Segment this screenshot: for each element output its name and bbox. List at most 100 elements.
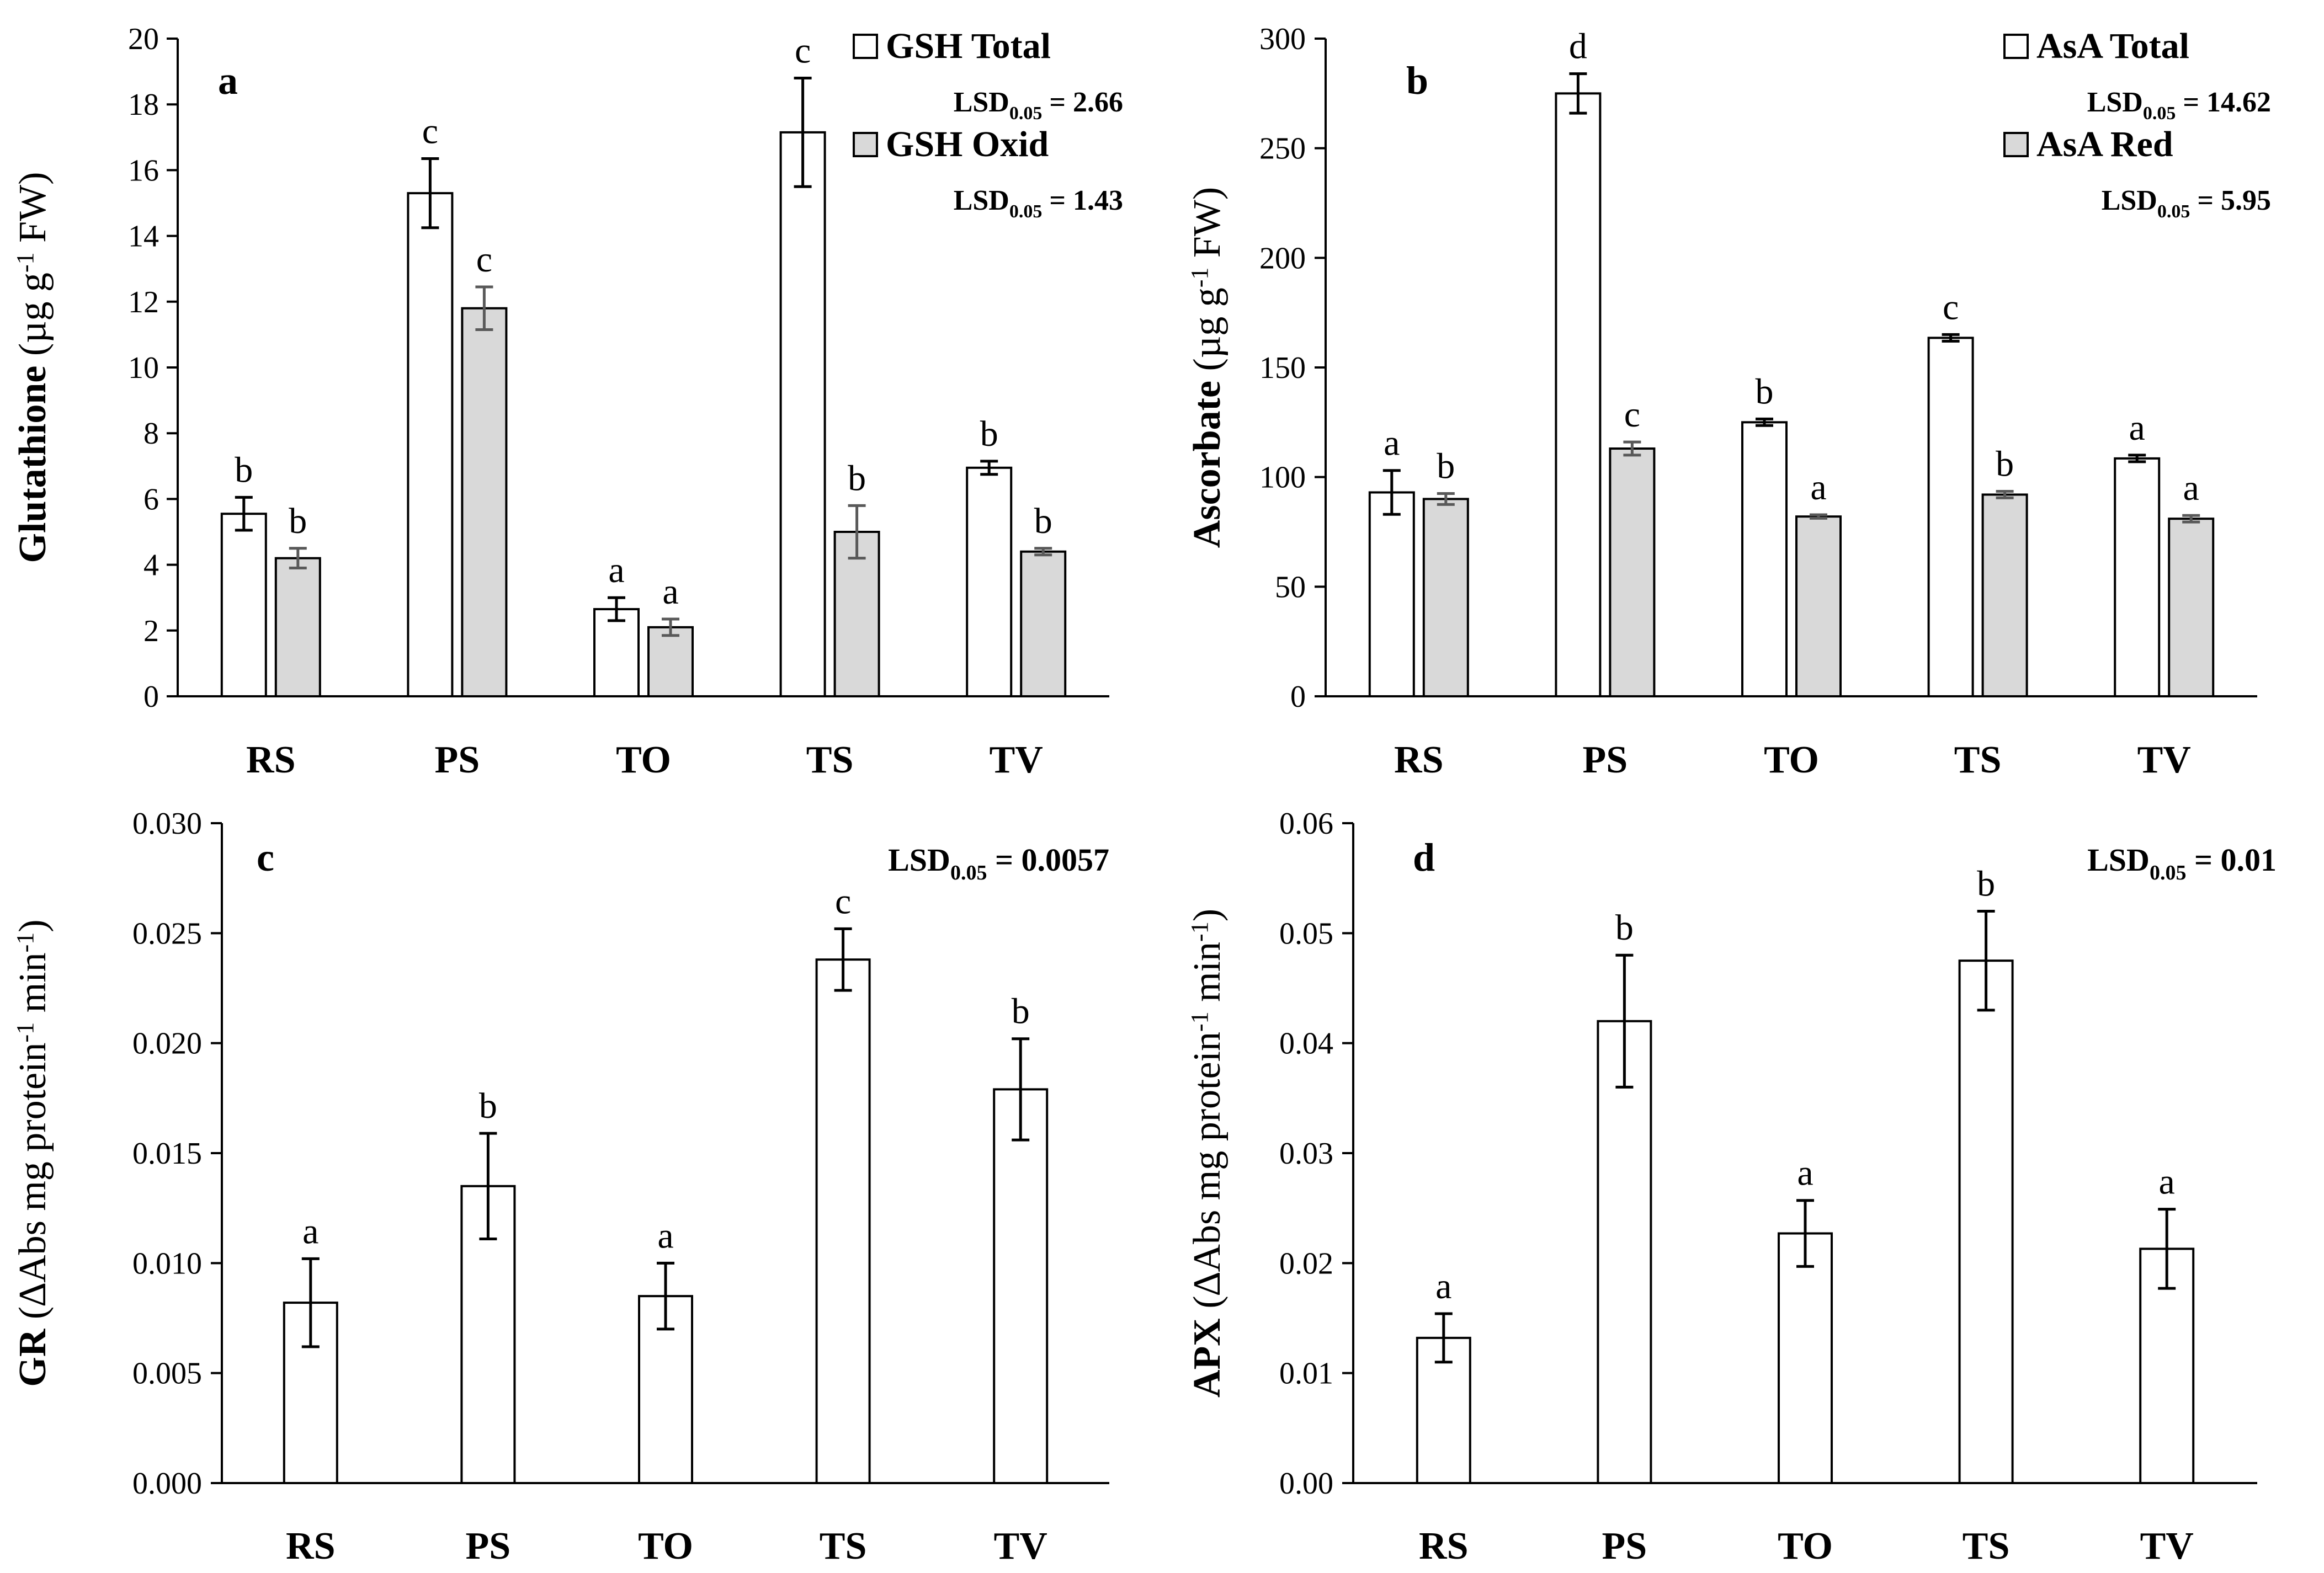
y-axis-title-superscript: -1: [12, 252, 39, 273]
x-category-label: PS: [1583, 739, 1628, 781]
lsd-annotation: LSD0.05 = 1.43: [954, 185, 1123, 222]
significance-letter: b: [1996, 444, 2014, 484]
lsd-subscript: 0.05: [2150, 861, 2187, 884]
y-tick-label: 0.015: [132, 1137, 202, 1171]
significance-letter: b: [235, 450, 253, 490]
legend-swatch: [853, 132, 878, 157]
significance-letter: b: [1615, 908, 1634, 948]
bar: [815, 958, 871, 1484]
lsd-prefix: LSD: [888, 842, 950, 878]
significance-letter: c: [1943, 287, 1959, 327]
significance-letter: a: [2159, 1162, 2175, 1202]
lsd-prefix: LSD: [2087, 87, 2143, 118]
y-axis-title: Ascorbate (µg g-1 FW): [1186, 187, 1229, 548]
y-tick-label: 0: [1290, 680, 1306, 714]
significance-letter: a: [1435, 1266, 1451, 1307]
y-tick-label: 2: [143, 614, 159, 648]
significance-letter: a: [2183, 468, 2199, 508]
y-tick-label: 0.000: [132, 1467, 202, 1501]
y-tick-label: 50: [1275, 570, 1306, 604]
y-tick-label: 18: [128, 88, 159, 122]
legend-label: GSH Oxid: [886, 124, 1049, 164]
bar: [966, 466, 1013, 698]
y-tick-label: 100: [1259, 461, 1306, 495]
bar: [1795, 515, 1842, 697]
bar: [1597, 1020, 1652, 1485]
lsd-annotation: LSD0.05 = 5.95: [2102, 185, 2271, 222]
lsd-value: = 1.43: [1042, 185, 1123, 216]
lsd-annotation: LSD0.05 = 0.0057: [888, 842, 1109, 884]
significance-letter: b: [289, 501, 307, 541]
y-tick-label: 6: [143, 482, 159, 516]
y-axis-title-superscript: -1: [12, 932, 39, 953]
significance-letter: b: [479, 1086, 497, 1126]
y-tick-label: 4: [143, 548, 159, 583]
y-tick-label: 0.00: [1279, 1467, 1333, 1501]
x-category-label: TS: [820, 1525, 867, 1567]
lsd-annotation: LSD0.05 = 14.62: [2087, 87, 2271, 124]
bar: [1958, 959, 2014, 1484]
y-tick-label: 12: [128, 285, 159, 319]
panel-letter: d: [1413, 835, 1435, 879]
y-axis-title-space: [1186, 371, 1229, 381]
y-axis-title-unit-end: ): [12, 919, 54, 932]
y-tick-label: 16: [128, 153, 159, 188]
panel-letter: b: [1406, 58, 1428, 103]
legend-label: AsA Total: [2036, 26, 2189, 66]
bar: [2114, 457, 2161, 697]
lsd-value: = 0.01: [2186, 842, 2277, 878]
bar: [1422, 498, 1469, 698]
significance-letter: a: [662, 572, 678, 612]
bar: [1981, 493, 2028, 697]
significance-letter: c: [835, 881, 851, 921]
bar: [993, 1088, 1049, 1485]
significance-letter: b: [1437, 446, 1455, 486]
significance-letter: b: [1756, 371, 1774, 412]
x-category-label: TO: [1778, 1525, 1833, 1567]
panel-c: 0.000 0.005 0.010 0.015 0.020 0.025 0.030 RS PS T…: [12, 807, 1109, 1567]
y-tick-label: 0.025: [132, 916, 202, 951]
y-tick-label: 0.02: [1279, 1246, 1333, 1281]
significance-letter: b: [1012, 991, 1030, 1032]
bar: [593, 608, 640, 698]
x-category-label: PS: [435, 739, 480, 781]
y-axis-title-unit-end: ): [1186, 909, 1229, 921]
x-category-label: PS: [1602, 1525, 1647, 1567]
y-tick-label: 300: [1259, 22, 1306, 56]
y-axis-title-superscript: -1: [12, 1022, 39, 1043]
y-tick-label: 14: [128, 220, 159, 254]
significance-letter: a: [2129, 408, 2145, 448]
y-tick-label: 20: [128, 22, 159, 56]
y-axis-title-unit-tail: FW): [12, 172, 54, 253]
y-axis-title-superscript: -1: [1186, 1011, 1213, 1032]
x-category-label: TS: [1963, 1525, 2010, 1567]
significance-letter: a: [1797, 1153, 1813, 1193]
lsd-subscript: 0.05: [1009, 201, 1043, 222]
y-tick-label: 250: [1259, 132, 1306, 166]
y-tick-label: 0.005: [132, 1357, 202, 1391]
bar: [2168, 518, 2215, 697]
significance-letter: d: [1569, 26, 1587, 67]
y-axis-title-unit-tail: FW): [1186, 187, 1229, 268]
y-axis-title: GR (∆Abs mg protein-1 min-1): [12, 919, 54, 1387]
y-axis-title-main: Ascorbate: [1186, 381, 1229, 548]
significance-letter: b: [1034, 501, 1052, 541]
y-tick-label: 0.010: [132, 1246, 202, 1281]
y-tick-label: 8: [143, 417, 159, 451]
significance-letter: b: [1977, 863, 1995, 904]
y-axis-title-unit: (∆Abs mg protein: [1186, 1032, 1229, 1309]
legend-label: AsA Red: [2036, 124, 2173, 164]
x-category-label: TO: [1764, 739, 1819, 781]
y-axis-title-unit: (∆Abs mg protein: [12, 1042, 54, 1319]
y-axis-title: Glutathione (µg g-1 FW): [12, 172, 54, 563]
significance-letter: c: [476, 239, 492, 280]
bar: [220, 513, 267, 697]
lsd-prefix: LSD: [2087, 842, 2150, 878]
x-category-label: RS: [1394, 739, 1443, 781]
legend-swatch: [2003, 34, 2029, 59]
y-tick-label: 200: [1259, 241, 1306, 275]
y-axis-title: APX (∆Abs mg protein-1 min-1): [1186, 909, 1229, 1398]
y-axis-title-main: GR: [12, 1328, 54, 1387]
lsd-subscript: 0.05: [950, 861, 987, 884]
